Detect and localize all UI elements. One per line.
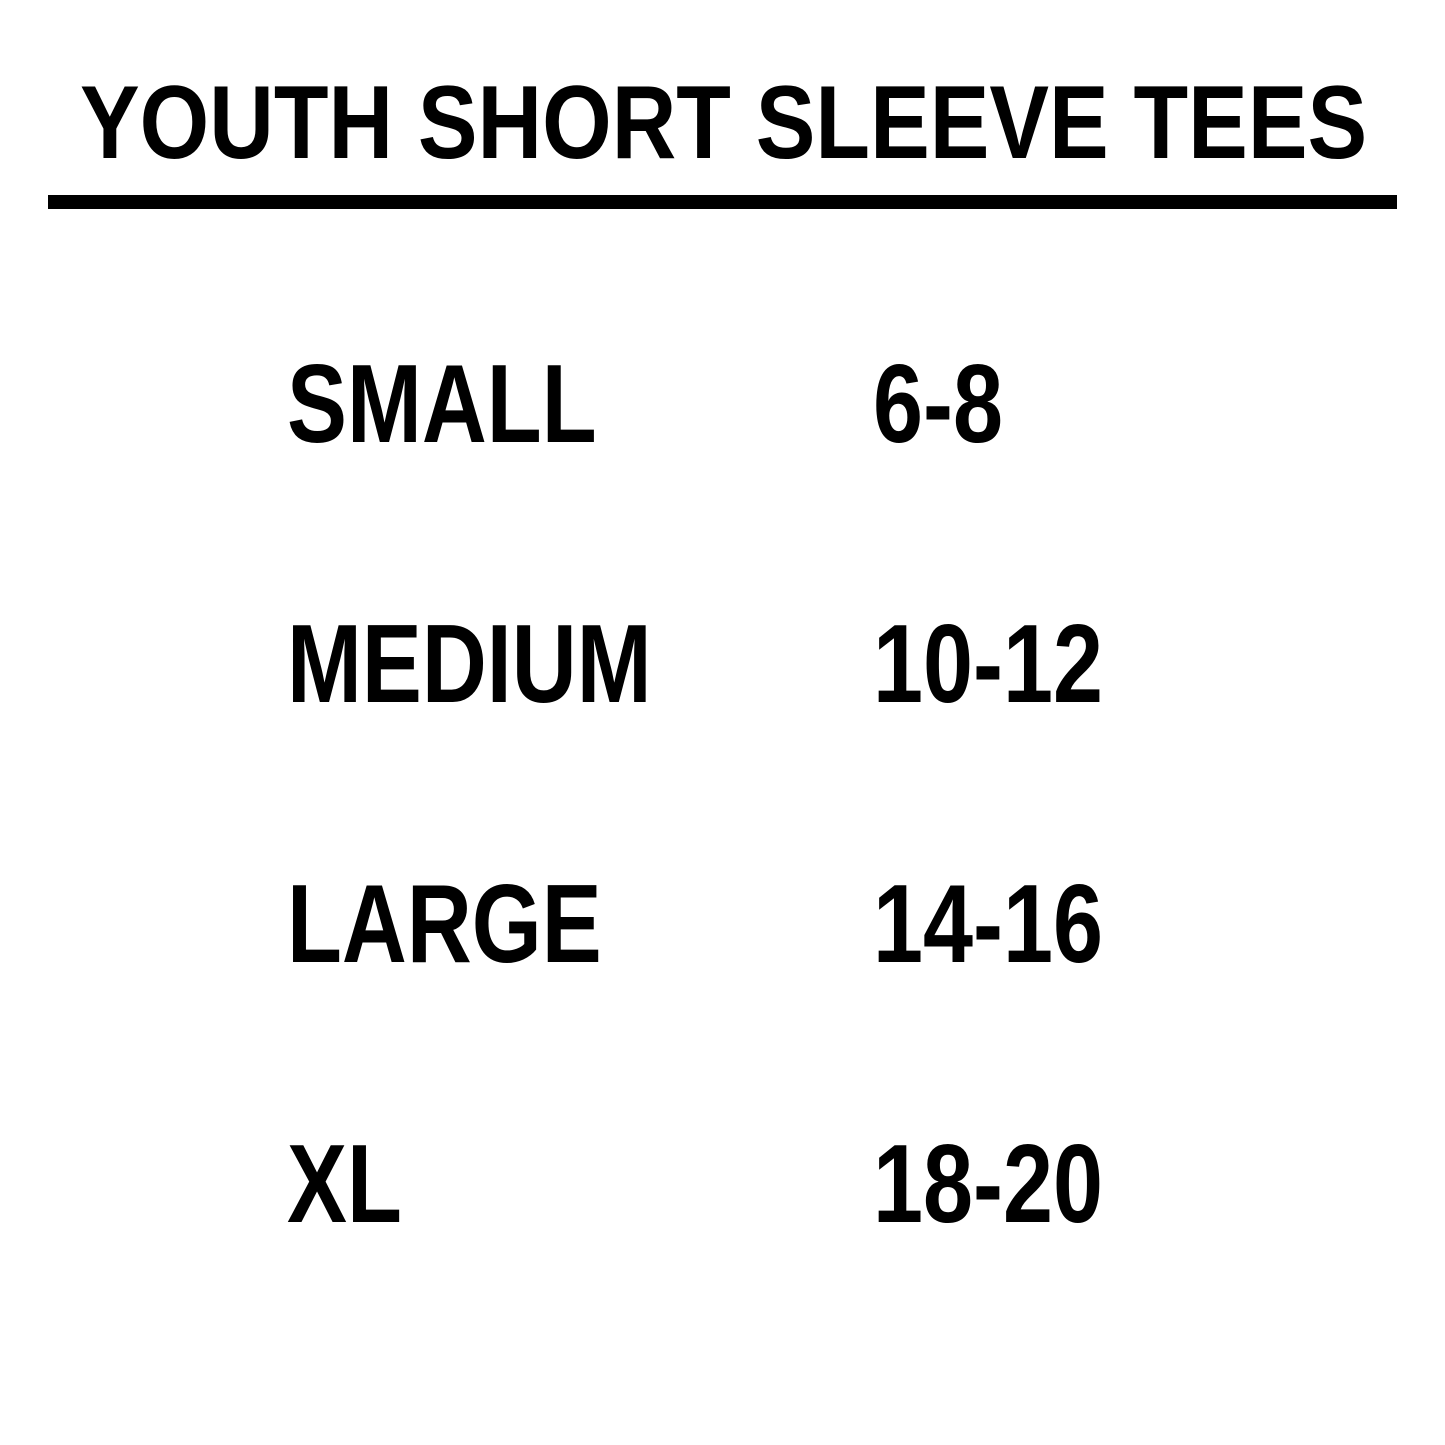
size-row: XL 18-20 xyxy=(0,1129,1445,1259)
age-range: 18-20 xyxy=(873,1122,1103,1246)
title-divider xyxy=(48,195,1397,209)
size-row: LARGE 14-16 xyxy=(0,869,1445,999)
size-label: LARGE xyxy=(287,862,602,986)
size-label: SMALL xyxy=(287,342,597,466)
age-range: 14-16 xyxy=(873,862,1103,986)
size-row: SMALL 6-8 xyxy=(0,349,1445,479)
size-label: XL xyxy=(287,1122,402,1246)
age-range: 10-12 xyxy=(873,602,1103,726)
page-title: YOUTH SHORT SLEEVE TEES xyxy=(80,65,1368,181)
size-label: MEDIUM xyxy=(287,602,652,726)
age-range: 6-8 xyxy=(873,342,1003,466)
size-row: MEDIUM 10-12 xyxy=(0,609,1445,739)
